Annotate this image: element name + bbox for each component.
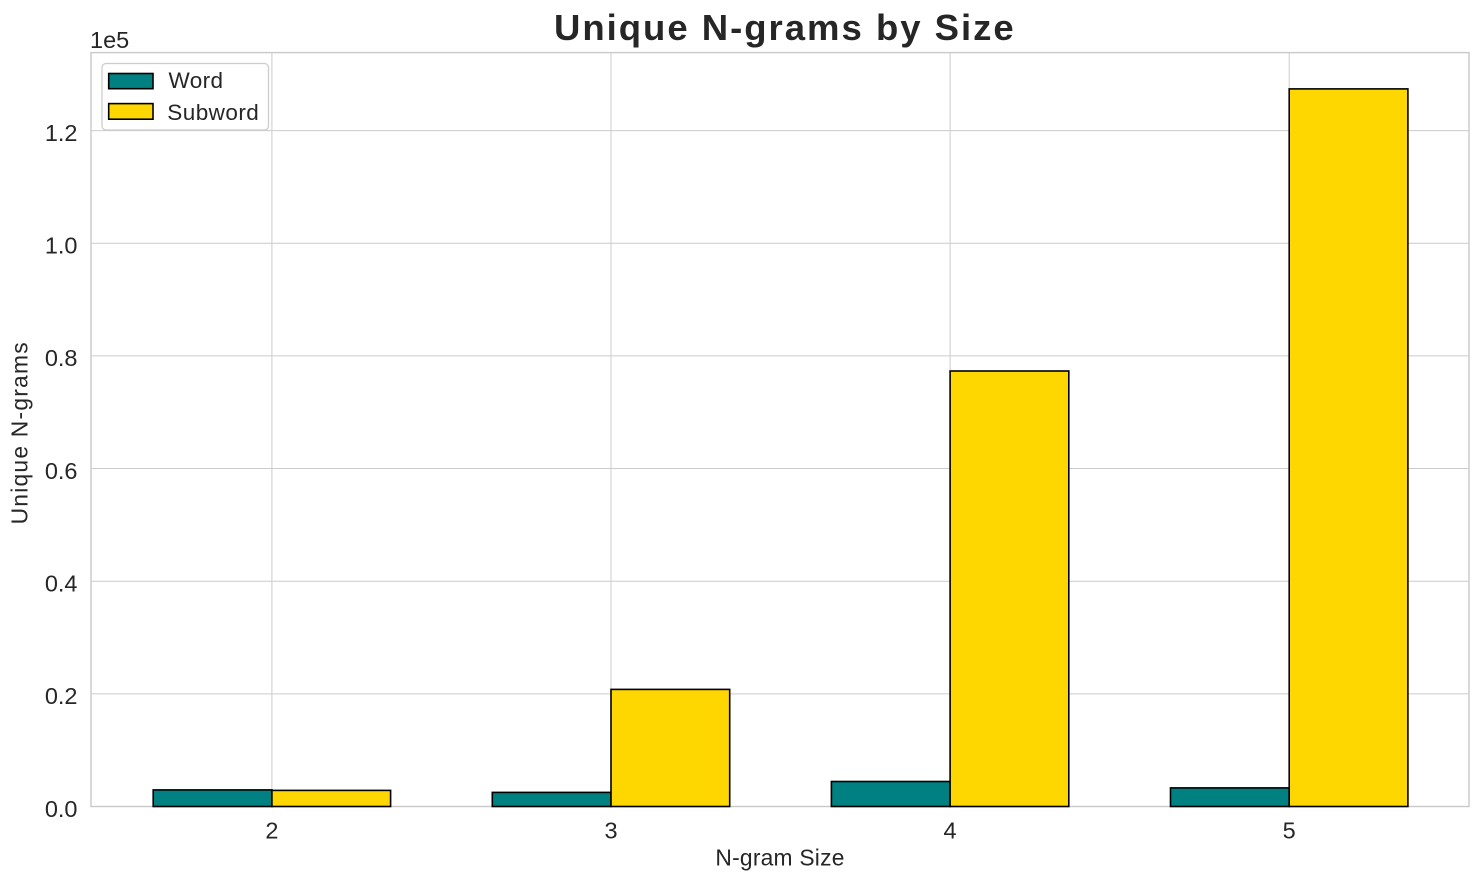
svg-text:0.2: 0.2 — [45, 683, 78, 709]
svg-text:3: 3 — [604, 818, 617, 844]
svg-text:0.0: 0.0 — [45, 796, 78, 822]
svg-text:4: 4 — [944, 818, 957, 844]
svg-text:N-gram Size: N-gram Size — [715, 845, 844, 871]
svg-text:0.4: 0.4 — [45, 571, 78, 597]
svg-text:1e5: 1e5 — [90, 27, 129, 53]
svg-text:Unique N-grams: Unique N-grams — [7, 342, 33, 524]
svg-text:5: 5 — [1283, 818, 1296, 844]
svg-text:2: 2 — [265, 818, 278, 844]
svg-text:1.0: 1.0 — [45, 233, 78, 259]
svg-text:Subword: Subword — [167, 100, 258, 125]
svg-text:1.2: 1.2 — [45, 120, 78, 146]
svg-text:0.8: 0.8 — [45, 345, 78, 371]
svg-text:Unique N-grams by Size: Unique N-grams by Size — [554, 7, 1014, 48]
svg-text:Word: Word — [169, 68, 224, 93]
svg-text:0.6: 0.6 — [45, 458, 78, 484]
